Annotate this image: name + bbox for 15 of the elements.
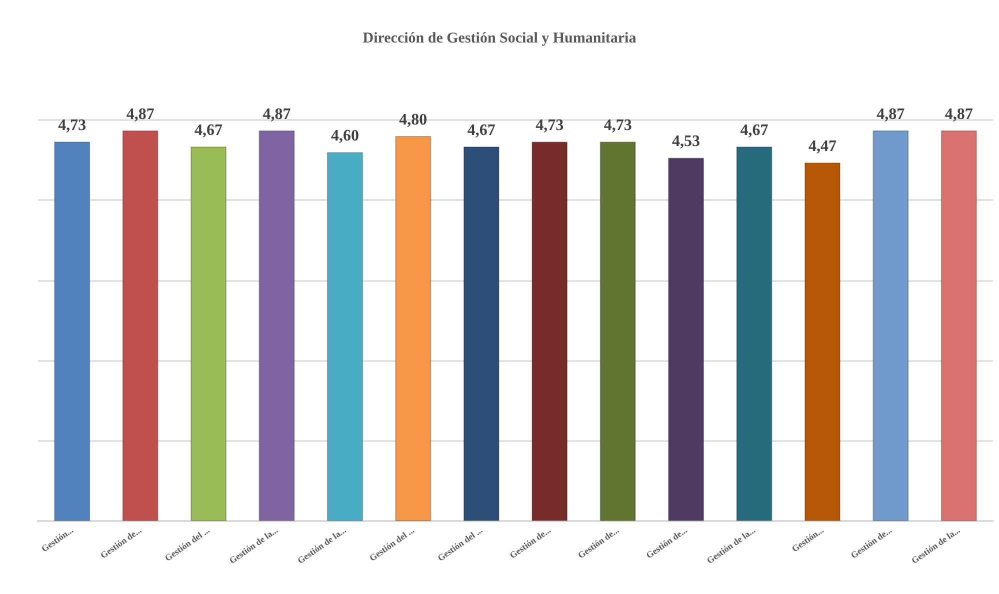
data-label: 4,73 <box>536 117 564 134</box>
chart-title: Dirección de Gestión Social y Humanitaria <box>362 30 637 46</box>
data-label: 4,47 <box>808 138 836 156</box>
data-label: 4,67 <box>740 122 768 139</box>
data-label: 4,87 <box>262 106 291 123</box>
data-label: 4,80 <box>399 112 428 129</box>
data-label: 4,53 <box>672 133 700 150</box>
data-label: 4,73 <box>604 117 632 134</box>
data-label: 4,73 <box>58 117 86 134</box>
data-label: 4,67 <box>194 122 223 139</box>
data-label: 4,67 <box>467 122 496 139</box>
data-label: 4,87 <box>126 106 154 123</box>
data-label: 4,87 <box>944 106 973 123</box>
data-label: 4,87 <box>876 106 905 123</box>
data-label: 4,60 <box>330 128 359 145</box>
